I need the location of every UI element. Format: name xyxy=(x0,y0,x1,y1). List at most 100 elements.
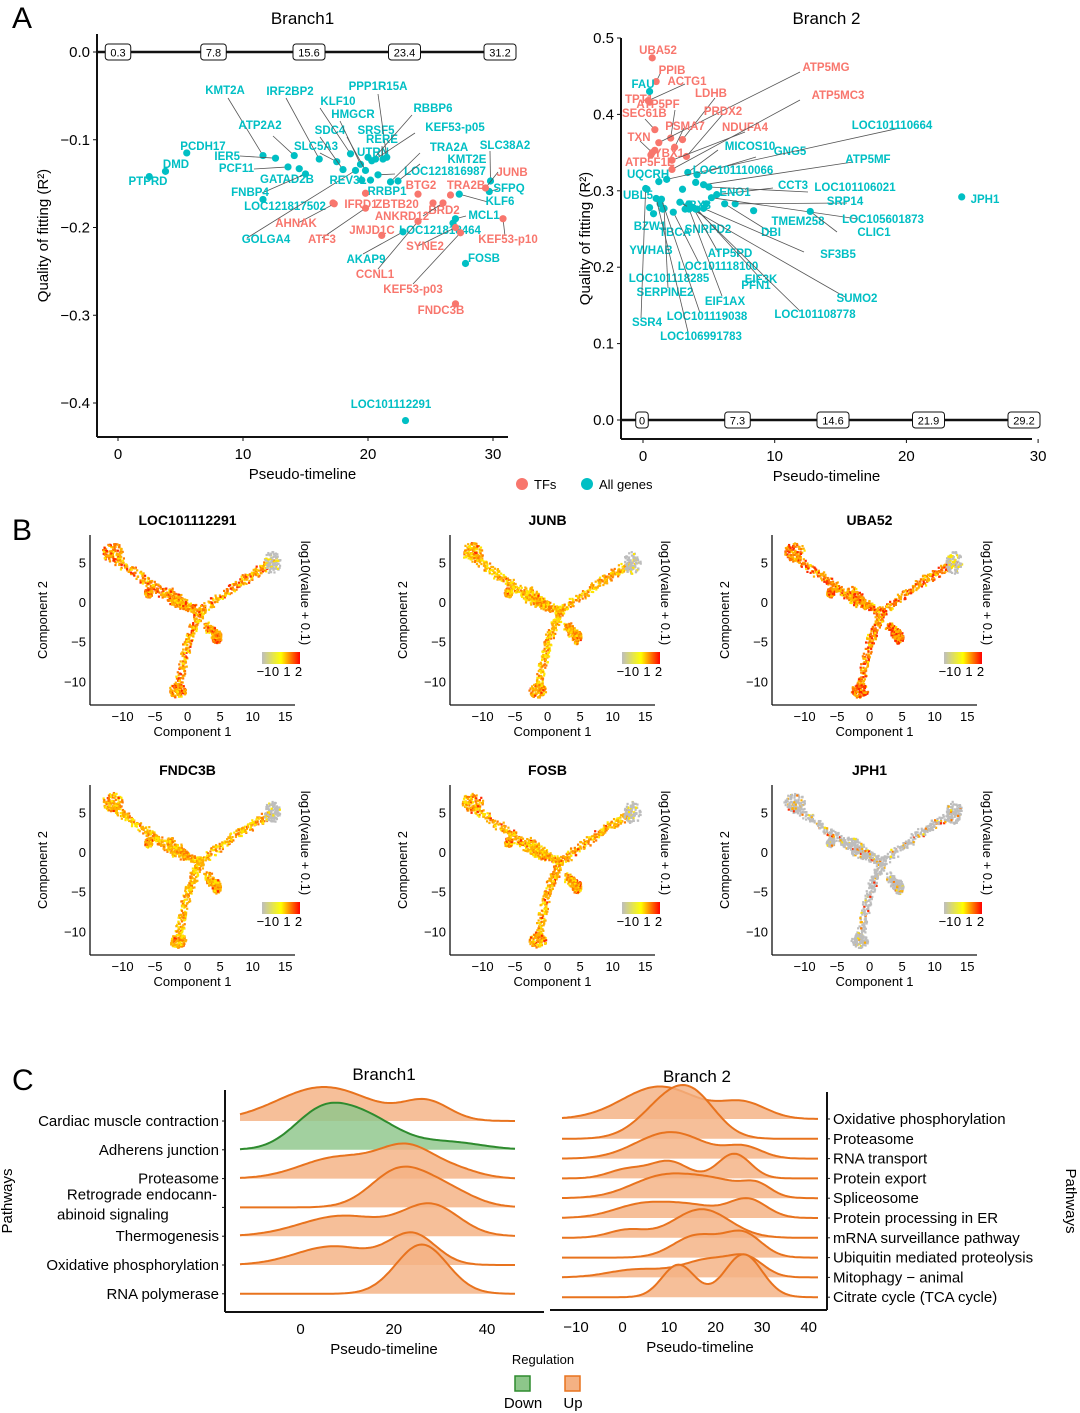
cell-point xyxy=(125,564,128,568)
gene-label: MCL1 xyxy=(468,210,500,222)
gene-point xyxy=(647,151,655,159)
cell-point xyxy=(828,581,831,584)
cell-point xyxy=(863,678,867,681)
cell-point xyxy=(188,603,192,607)
cell-point xyxy=(850,600,853,604)
cell-point xyxy=(873,624,877,627)
cell-point xyxy=(185,651,188,655)
cell-point xyxy=(874,632,877,635)
cell-point xyxy=(146,594,150,597)
cell-point xyxy=(204,604,207,607)
cell-point xyxy=(957,557,960,560)
cell-point xyxy=(139,822,143,825)
cell-point xyxy=(237,828,241,831)
cell-point xyxy=(551,631,554,634)
cell-point xyxy=(150,832,153,836)
cell-point xyxy=(181,651,184,654)
cell-point xyxy=(199,856,202,859)
cell-point xyxy=(260,572,263,575)
cell-point xyxy=(880,616,883,619)
cell-point xyxy=(860,602,863,605)
cell-point xyxy=(149,592,152,595)
cell-point xyxy=(119,568,123,571)
cell-point xyxy=(899,631,902,634)
cell-point xyxy=(559,620,563,624)
cell-point xyxy=(870,644,873,647)
cell-point xyxy=(476,553,479,557)
cell-point xyxy=(552,622,555,625)
cell-point xyxy=(173,598,176,601)
cell-point xyxy=(957,560,960,563)
cell-point xyxy=(261,564,264,568)
cell-point xyxy=(628,552,631,555)
cell-point xyxy=(881,612,885,615)
cell-point xyxy=(857,688,860,691)
gene-label: LOC101110664 xyxy=(852,120,933,132)
timeline-box xyxy=(724,411,751,429)
cell-point xyxy=(164,595,167,598)
cell-point xyxy=(900,634,904,637)
cell-point xyxy=(265,557,268,560)
cell-point xyxy=(880,619,883,622)
cell-point xyxy=(193,861,196,864)
x-tick-label: 5 xyxy=(217,709,224,724)
cell-point xyxy=(865,659,868,662)
cell-point xyxy=(897,638,900,641)
cell-point xyxy=(144,590,147,593)
cell-point xyxy=(174,690,178,693)
cell-point xyxy=(854,595,857,598)
cell-point xyxy=(190,610,193,613)
cell-point xyxy=(129,572,133,576)
cell-point xyxy=(223,596,226,599)
cell-point xyxy=(945,557,949,560)
cell-point xyxy=(624,557,627,560)
cell-point xyxy=(566,628,569,631)
cell-point xyxy=(176,690,179,694)
label-leader-line xyxy=(489,150,491,181)
cell-point xyxy=(862,652,865,655)
cell-point xyxy=(919,580,922,583)
gene-point xyxy=(346,150,355,158)
cell-point xyxy=(608,573,611,576)
cell-point xyxy=(195,629,198,633)
cell-point xyxy=(275,559,278,562)
cell-point xyxy=(201,856,204,860)
cell-point xyxy=(827,591,830,595)
cell-point xyxy=(839,590,842,593)
gene-point xyxy=(284,163,292,171)
y-tick-label: −0.1 xyxy=(60,132,90,149)
cell-point xyxy=(204,624,207,627)
cell-point xyxy=(181,663,184,666)
gene-label: IFRD1 xyxy=(344,199,378,211)
cell-point xyxy=(806,562,809,565)
cell-point xyxy=(893,631,896,634)
cell-point xyxy=(950,571,954,574)
y-tick-label: −5 xyxy=(431,635,446,650)
cell-point xyxy=(526,593,529,596)
cell-point xyxy=(862,598,865,601)
x-tick-label: 0 xyxy=(184,959,191,974)
cell-point xyxy=(872,642,875,645)
gene-label: KLF10 xyxy=(320,96,355,108)
cell-point xyxy=(252,571,255,574)
cell-point xyxy=(476,545,479,548)
cell-point xyxy=(496,575,499,578)
cell-point xyxy=(136,823,139,826)
cell-point xyxy=(784,553,787,556)
cell-point xyxy=(246,574,249,577)
cell-point xyxy=(953,561,956,564)
x-tick-label: 0 xyxy=(114,446,122,463)
cell-point xyxy=(215,849,218,852)
cell-point xyxy=(874,628,877,631)
gene-point xyxy=(707,194,716,202)
cell-point xyxy=(859,595,862,598)
gene-label: BZW1 xyxy=(634,221,667,233)
cell-point xyxy=(229,839,232,843)
cell-point xyxy=(500,579,503,582)
cell-point xyxy=(169,590,173,593)
cell-point xyxy=(617,575,620,578)
cell-point xyxy=(543,641,546,644)
cell-point xyxy=(193,625,196,628)
cell-point xyxy=(857,678,861,681)
cell-point xyxy=(214,629,217,632)
